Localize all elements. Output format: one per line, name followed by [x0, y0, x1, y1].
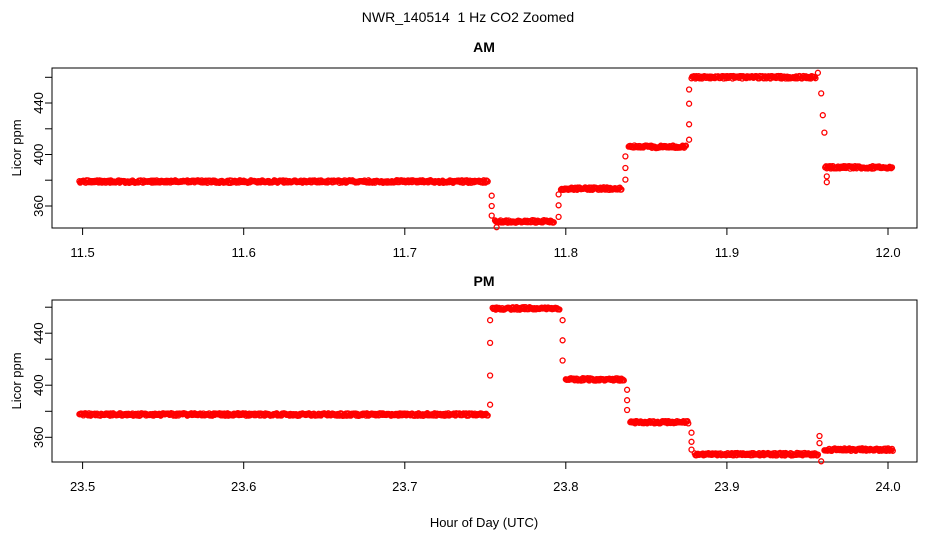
x-tick-label: 11.9	[715, 245, 739, 260]
data-point	[816, 439, 823, 447]
y-tick-label: 440	[31, 92, 46, 114]
data-point	[555, 213, 562, 221]
data-point	[486, 339, 494, 347]
data-point	[818, 90, 825, 97]
data-point	[484, 178, 491, 185]
y-tick-label: 400	[31, 374, 46, 396]
x-tick-label: 11.6	[232, 245, 256, 260]
plot-box	[51, 299, 918, 463]
x-tick-label: 11.5	[70, 245, 94, 260]
data-point	[818, 458, 825, 465]
data-point	[488, 192, 495, 199]
data-point	[488, 212, 495, 219]
data-point	[559, 337, 566, 344]
data-point	[618, 186, 625, 193]
data-point	[559, 357, 566, 364]
data-point	[812, 75, 819, 82]
data-point	[688, 429, 695, 436]
data-point	[823, 173, 830, 180]
data-point	[623, 397, 631, 404]
data-point	[685, 420, 692, 427]
data-point	[685, 86, 693, 93]
data-point	[488, 202, 495, 210]
x-tick-label: 23.7	[392, 479, 417, 494]
x-tick-label: 12.0	[875, 245, 900, 260]
y-tick-label: 360	[31, 426, 46, 448]
data-point	[813, 452, 821, 459]
data-point	[685, 136, 693, 143]
data-point	[888, 165, 895, 172]
data-point	[493, 224, 500, 231]
data-point	[486, 372, 494, 379]
data-point	[555, 202, 562, 209]
x-tick-label: 23.5	[70, 479, 95, 494]
pm-y-axis-label: Licor ppm	[9, 352, 24, 409]
data-point	[555, 191, 562, 198]
data-point	[620, 377, 627, 384]
data-point	[688, 446, 695, 453]
data-point	[821, 129, 828, 136]
data-point	[819, 112, 826, 119]
data-point	[680, 418, 687, 425]
data-point	[484, 412, 491, 419]
data-point	[556, 306, 563, 313]
data-point	[682, 142, 690, 149]
am-axes: 11.5 11.6 11.7 11.8 11.9 12.0 360 400 440	[31, 67, 918, 260]
data-point	[622, 176, 629, 183]
data-point	[814, 69, 822, 76]
y-tick-label: 440	[31, 322, 46, 344]
x-tick-label: 11.8	[554, 245, 578, 260]
y-tick-label: 360	[31, 195, 46, 217]
x-tick-label: 23.8	[553, 479, 578, 494]
data-point	[888, 164, 896, 171]
panel-pm: PM Licor ppm 23.5 23.6 23.7 23.8 23.9 24.0 360…	[9, 273, 918, 494]
am-panel-title: AM	[473, 39, 495, 55]
pm-axes: 23.5 23.6 23.7 23.8 23.9 24.0 360 400 440	[31, 299, 918, 494]
data-point	[486, 401, 494, 408]
pm-data-points	[76, 304, 896, 465]
x-tick-label: 11.7	[393, 245, 417, 260]
data-point	[550, 219, 557, 226]
data-point	[816, 432, 823, 440]
data-point	[688, 438, 695, 445]
y-tick-label: 400	[31, 144, 46, 166]
data-point	[623, 386, 631, 393]
data-point	[622, 153, 629, 160]
data-point	[814, 451, 822, 458]
data-point	[623, 406, 631, 414]
panel-am: AM Licor ppm 11.5 11.6 11.7 11.8 11.9 12.0 360…	[9, 39, 918, 260]
am-data-points	[76, 69, 896, 231]
am-y-axis-label: Licor ppm	[9, 119, 24, 176]
chart-title: NWR_140514 1 Hz CO2 Zoomed	[362, 9, 574, 25]
data-point	[685, 121, 693, 128]
data-point	[685, 100, 693, 107]
x-tick-label: 23.9	[714, 479, 739, 494]
data-point	[483, 177, 491, 184]
data-point	[823, 179, 830, 186]
pm-panel-title: PM	[474, 273, 495, 289]
data-point	[622, 164, 629, 172]
x-tick-label: 24.0	[875, 479, 900, 494]
x-tick-label: 23.6	[231, 479, 256, 494]
data-point	[486, 317, 494, 324]
x-axis-title: Hour of Day (UTC)	[430, 515, 538, 530]
data-point	[559, 317, 566, 324]
data-point	[889, 447, 896, 454]
plot-box	[51, 67, 918, 229]
